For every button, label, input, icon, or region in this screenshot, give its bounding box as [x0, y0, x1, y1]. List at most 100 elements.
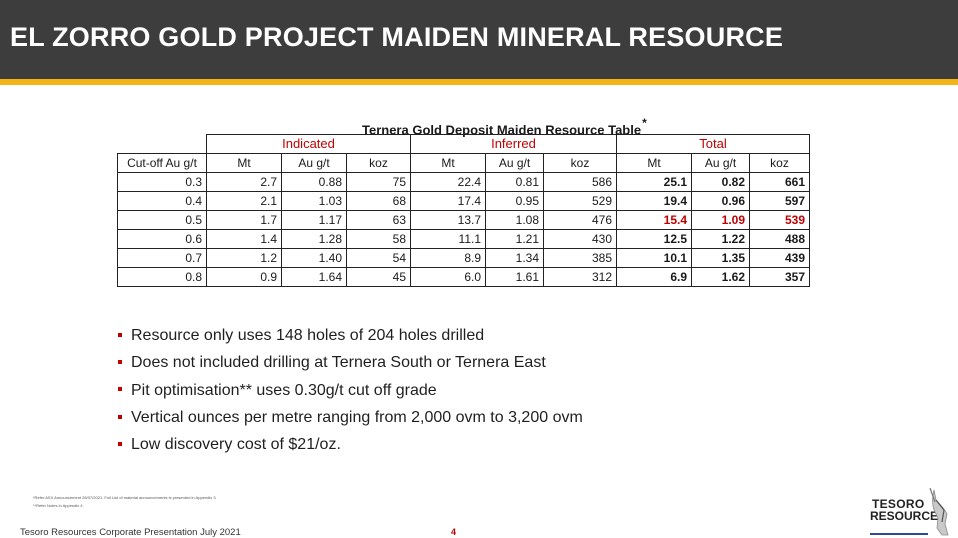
- cell-indicated-grade: 0.88: [281, 172, 347, 192]
- cell-cutoff: 0.6: [117, 229, 207, 249]
- cell-total-grade: 1.35: [691, 248, 750, 268]
- cell-inferred-grade: 1.61: [485, 267, 544, 287]
- table-row: 0.4 2.1 1.03 68 17.4 0.95 529 19.4 0.96 …: [117, 191, 810, 211]
- key-points-list: Resource only uses 148 holes of 204 hole…: [118, 326, 583, 462]
- cell-total-mt: 15.4: [616, 210, 692, 230]
- bullet-text: Vertical ounces per metre ranging from 2…: [131, 408, 583, 426]
- cell-total-grade: 1.22: [691, 229, 750, 249]
- table-row: 0.3 2.7 0.88 75 22.4 0.81 586 25.1 0.82 …: [117, 172, 810, 192]
- col-header-total-mt: Mt: [616, 153, 692, 173]
- footer-text: Tesoro Resources Corporate Presentation …: [20, 527, 241, 538]
- cell-total-mt: 10.1: [616, 248, 692, 268]
- cell-total-grade: 1.62: [691, 267, 750, 287]
- cell-cutoff: 0.5: [117, 210, 207, 230]
- cell-indicated-mt: 2.1: [206, 191, 282, 211]
- cell-inferred-koz: 312: [543, 267, 617, 287]
- cell-total-koz: 488: [749, 229, 810, 249]
- cell-inferred-grade: 1.08: [485, 210, 544, 230]
- bullet-square-icon: [118, 387, 122, 392]
- cell-indicated-koz: 45: [346, 267, 411, 287]
- cell-indicated-grade: 1.17: [281, 210, 347, 230]
- bullet-square-icon: [118, 414, 122, 419]
- logo-underline: [870, 533, 928, 535]
- group-header-row: Indicated Inferred Total: [118, 134, 810, 154]
- cell-indicated-koz: 54: [346, 248, 411, 268]
- cell-inferred-koz: 430: [543, 229, 617, 249]
- bullet-text: Resource only uses 148 holes of 204 hole…: [131, 327, 485, 344]
- bullet-square-icon: [118, 441, 122, 446]
- group-total: Total: [616, 134, 810, 154]
- cell-total-grade: 0.96: [691, 191, 750, 211]
- empty-corner-cell: [118, 135, 207, 154]
- page-number: 4: [451, 527, 457, 537]
- table-row: 0.7 1.2 1.40 54 8.9 1.34 385 10.1 1.35 4…: [117, 248, 810, 268]
- cell-total-mt: 25.1: [616, 172, 692, 192]
- bullet-text: Low discovery cost of $21/oz.: [131, 436, 341, 454]
- cell-inferred-koz: 385: [543, 248, 617, 268]
- cell-cutoff: 0.4: [117, 191, 207, 211]
- cell-inferred-mt: 22.4: [410, 172, 486, 192]
- cell-indicated-grade: 1.03: [281, 191, 347, 211]
- cell-cutoff: 0.3: [117, 172, 207, 192]
- col-header-inferred-mt: Mt: [410, 153, 486, 173]
- cell-total-koz: 597: [749, 191, 810, 211]
- bullet-text: Pit optimisation** uses 0.30g/t cut off …: [131, 381, 437, 399]
- cell-inferred-koz: 586: [543, 172, 617, 192]
- cell-indicated-koz: 68: [346, 191, 411, 211]
- cell-indicated-grade: 1.64: [281, 267, 347, 287]
- cell-total-koz: 357: [749, 267, 810, 287]
- col-header-cutoff: Cut-off Au g/t: [117, 153, 207, 173]
- cell-total-mt: 6.9: [616, 267, 692, 287]
- resource-table: Indicated Inferred Total Cut-off Au g/t …: [117, 134, 810, 287]
- cell-total-mt: 12.5: [616, 229, 692, 249]
- cell-indicated-mt: 1.2: [206, 248, 282, 268]
- table-row: 0.8 0.9 1.64 45 6.0 1.61 312 6.9 1.62 35…: [117, 267, 810, 287]
- col-header-inferred-koz: koz: [543, 153, 617, 173]
- table-title-text: Ternera Gold Deposit Maiden Resource Tab…: [362, 122, 642, 138]
- cell-total-koz: 661: [749, 172, 810, 192]
- cell-inferred-grade: 1.34: [485, 248, 544, 268]
- bullet-square-icon: [118, 332, 122, 337]
- cell-inferred-grade: 0.95: [485, 191, 544, 211]
- cell-indicated-koz: 75: [346, 172, 411, 192]
- logo-text-top: TESORO: [872, 497, 925, 511]
- footnote-2: **Refer Notes in Appendix 4: [33, 503, 83, 508]
- page-title: EL ZORRO GOLD PROJECT MAIDEN MINERAL RES…: [10, 22, 784, 52]
- cell-indicated-mt: 2.7: [206, 172, 282, 192]
- cell-indicated-mt: 1.7: [206, 210, 282, 230]
- cell-inferred-koz: 529: [543, 191, 617, 211]
- cell-indicated-koz: 63: [346, 210, 411, 230]
- cell-total-koz: 539: [749, 210, 810, 230]
- group-indicated: Indicated: [206, 134, 411, 154]
- cell-cutoff: 0.7: [117, 248, 207, 268]
- cell-inferred-mt: 8.9: [410, 248, 486, 268]
- col-header-indicated-mt: Mt: [206, 153, 282, 173]
- bullet-square-icon: [118, 360, 122, 365]
- table-row-highlighted: 0.5 1.7 1.17 63 13.7 1.08 476 15.4 1.09 …: [117, 210, 810, 230]
- cell-indicated-grade: 1.28: [281, 229, 347, 249]
- table-row: 0.6 1.4 1.28 58 11.1 1.21 430 12.5 1.22 …: [117, 229, 810, 249]
- cell-total-koz: 439: [749, 248, 810, 268]
- cell-total-grade: 1.09: [691, 210, 750, 230]
- list-item: Pit optimisation** uses 0.30g/t cut off …: [118, 381, 583, 408]
- col-header-indicated-koz: koz: [346, 153, 411, 173]
- cell-inferred-mt: 13.7: [410, 210, 486, 230]
- list-item: Low discovery cost of $21/oz.: [118, 435, 583, 462]
- cell-indicated-koz: 58: [346, 229, 411, 249]
- table-title-footnote-mark: *: [642, 116, 647, 130]
- list-item: Resource only uses 148 holes of 204 hole…: [118, 326, 583, 353]
- table-title: Ternera Gold Deposit Maiden Resource Tab…: [362, 116, 647, 138]
- bullet-text: Does not included drilling at Ternera So…: [131, 354, 546, 372]
- footnote-1: *Refer ASX Announcement 28/07/2021. Full…: [33, 495, 216, 500]
- cell-inferred-koz: 476: [543, 210, 617, 230]
- group-inferred: Inferred: [410, 134, 617, 154]
- cell-total-grade: 0.82: [691, 172, 750, 192]
- tesoro-logo: TESORO RESOURCES: [864, 488, 958, 537]
- cell-inferred-grade: 0.81: [485, 172, 544, 192]
- cell-indicated-grade: 1.40: [281, 248, 347, 268]
- col-header-total-grade: Au g/t: [691, 153, 750, 173]
- cell-cutoff: 0.8: [117, 267, 207, 287]
- header-accent-stripe: [0, 79, 958, 85]
- col-header-indicated-grade: Au g/t: [281, 153, 347, 173]
- cell-inferred-grade: 1.21: [485, 229, 544, 249]
